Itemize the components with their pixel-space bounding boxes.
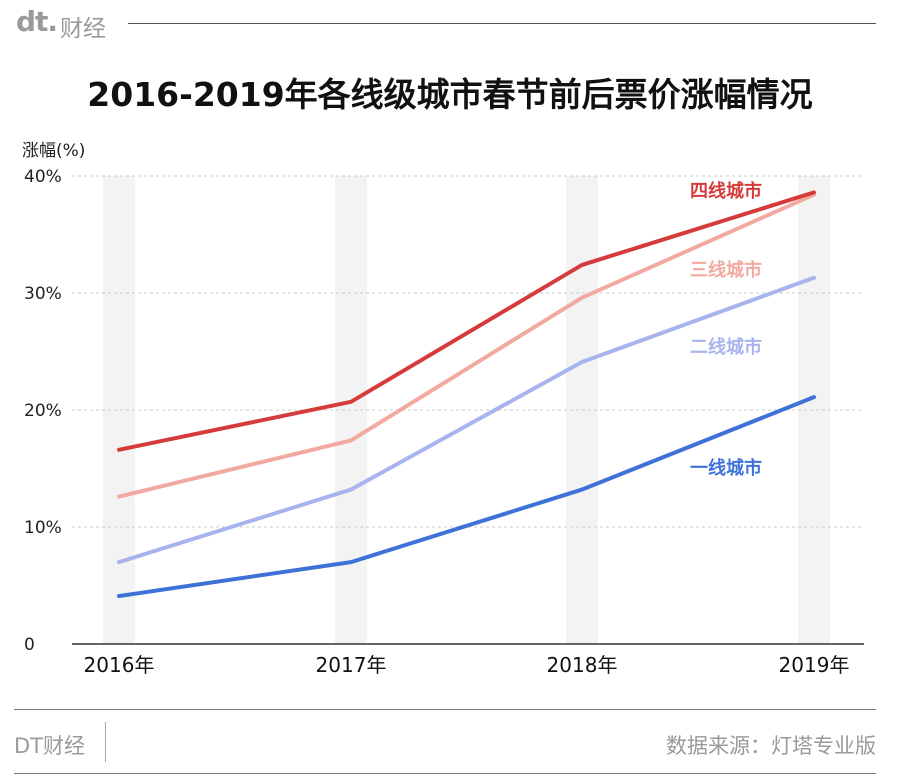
footer-divider <box>105 722 106 762</box>
x-tick-label: 2018年 <box>547 653 618 677</box>
y-axis-title: 涨幅(%) <box>22 141 85 161</box>
brand-name: 财经 <box>60 16 106 42</box>
y-tick-label: 40% <box>24 167 62 187</box>
series-label: 三线城市 <box>690 259 762 281</box>
y-tick-label: 30% <box>24 284 62 304</box>
bottom-rule <box>14 773 876 774</box>
x-tick-label: 2017年 <box>316 653 387 677</box>
series-line-二线城市 <box>117 275 816 565</box>
y-tick-label: 0 <box>24 635 35 655</box>
series-label: 四线城市 <box>690 180 762 202</box>
series-label: 二线城市 <box>690 336 762 358</box>
series-line-四线城市 <box>117 190 816 452</box>
y-tick-label: 20% <box>24 401 62 421</box>
x-tick-label: 2019年 <box>779 653 850 677</box>
header-rule <box>128 23 876 24</box>
series-line-三线城市 <box>117 192 816 499</box>
footer-rule <box>14 709 876 710</box>
series-label: 一线城市 <box>690 457 762 479</box>
line-chart: 0 10% 20% 30% 40% 涨幅(%) 2016年 2017年 2018年 2019年 四线… <box>22 141 864 677</box>
brand-logo: dt. <box>16 5 58 38</box>
chart-title: 2016-2019年各线级城市春节前后票价涨幅情况 <box>87 75 813 114</box>
footer-brand: DT财经 <box>14 734 85 758</box>
category-band-3 <box>798 176 830 644</box>
y-tick-label: 10% <box>24 518 62 538</box>
x-tick-label: 2016年 <box>84 653 155 677</box>
footer-source: 数据来源：灯塔专业版 <box>666 734 876 758</box>
series-line-一线城市 <box>117 395 816 599</box>
category-band-0 <box>103 176 135 644</box>
